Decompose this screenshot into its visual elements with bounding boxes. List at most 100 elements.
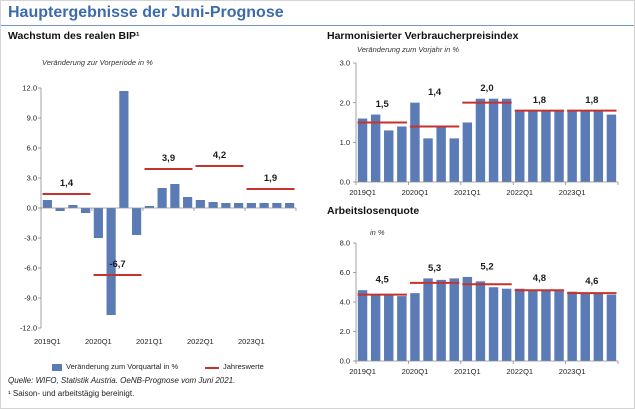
unemployment-annual-label: 5,2 <box>480 261 493 272</box>
gdp-bar <box>132 208 142 235</box>
unemployment-chart-title: Arbeitslosenquote <box>327 205 420 217</box>
gdp-chart-title: Wachstum des realen BIP¹ <box>8 30 140 42</box>
gdp-y-tick-label: -9.0 <box>24 294 37 303</box>
hicp-annual-label: 1,8 <box>533 95 546 106</box>
unemployment-chart-subtitle: in % <box>370 228 385 237</box>
gdp-bar <box>68 205 78 208</box>
unemployment-bar <box>462 276 473 361</box>
gdp-bar <box>208 202 218 208</box>
unemployment-bar <box>370 294 381 362</box>
gdp-x-tick-label: 2020Q1 <box>85 337 112 346</box>
gdp-bar <box>272 203 282 208</box>
unemployment-bar <box>384 294 394 362</box>
hicp-bar <box>449 138 459 182</box>
hicp-y-tick-label: 1.0 <box>340 138 350 147</box>
hicp-bar <box>410 102 420 182</box>
gdp-bar <box>234 203 244 208</box>
hicp-annual-label: 1,5 <box>376 99 390 110</box>
hicp-bar <box>593 110 604 182</box>
hicp-bar <box>397 126 407 182</box>
gdp-annual-label: 1,9 <box>264 173 277 184</box>
unemployment-bar <box>515 288 525 361</box>
page-title: Hauptergebnisse der Juni-Prognose <box>8 4 284 21</box>
gdp-bar <box>170 184 180 208</box>
hicp-bar <box>515 110 525 182</box>
hicp-annual-label: 1,8 <box>585 95 598 106</box>
gdp-bar <box>195 200 205 208</box>
unemployment-bar <box>580 293 590 361</box>
gdp-bar <box>221 203 231 208</box>
gdp-annual-label: 4,2 <box>213 150 226 161</box>
gdp-annual-label: -6,7 <box>109 259 125 270</box>
hicp-bar <box>370 114 381 182</box>
gdp-y-tick-label: 6.0 <box>27 144 37 153</box>
unemployment-bar <box>488 287 499 361</box>
unemployment-annual-label: 4,5 <box>376 275 390 286</box>
unemployment-bar <box>606 294 617 362</box>
unemployment-y-tick-label: 4.0 <box>340 298 350 307</box>
gdp-y-tick-label: 9.0 <box>27 114 37 123</box>
hicp-annual-label: 1,4 <box>428 87 442 98</box>
hicp-y-tick-label: 3.0 <box>340 59 350 68</box>
gdp-x-tick-label: 2022Q1 <box>187 337 214 346</box>
unemployment-bar <box>554 290 564 361</box>
hicp-x-tick-label: 2022Q1 <box>506 188 533 197</box>
unemployment-y-tick-label: 0.0 <box>340 357 350 366</box>
hicp-chart-title: Harmonisierter Verbraucherpreisindex <box>327 30 519 42</box>
gdp-x-tick-label: 2021Q1 <box>136 337 163 346</box>
gdp-x-tick-label: 2019Q1 <box>34 337 61 346</box>
hicp-bar <box>488 98 499 182</box>
gdp-y-tick-label: -6.0 <box>24 264 37 273</box>
hicp-bar <box>501 98 512 182</box>
legend-label-quarterly: Veränderung zum Vorquartal in % <box>66 362 179 371</box>
title-divider <box>0 25 635 26</box>
hicp-bar <box>423 138 433 182</box>
hicp-bar <box>580 110 590 182</box>
gdp-bar <box>246 203 256 208</box>
gdp-chart: 12.0 9.0 6.0 3.0 0.0 -3.0 -6.0 -9.0 -12.0 2019Q1 2… <box>20 84 297 346</box>
gdp-y-tick-label: -12.0 <box>20 324 37 333</box>
gdp-bar <box>119 91 129 208</box>
gdp-annual-label: 1,4 <box>60 178 74 189</box>
unemployment-bar <box>541 290 551 361</box>
hicp-y-tick-label: 2.0 <box>340 98 350 107</box>
unemployment-annual-label: 5,3 <box>428 263 441 274</box>
hicp-bar <box>357 118 368 182</box>
unemployment-bar <box>475 281 486 361</box>
gdp-bar <box>42 200 52 208</box>
gdp-y-tick-label: 3.0 <box>27 174 37 183</box>
legend-swatch-line <box>205 366 219 369</box>
unemployment-x-tick-label: 2021Q1 <box>454 367 481 376</box>
gdp-bar <box>157 188 167 208</box>
hicp-bar <box>436 126 446 182</box>
unemployment-bar <box>567 291 577 361</box>
unemployment-x-tick-label: 2022Q1 <box>506 367 533 376</box>
unemployment-bar <box>501 288 512 361</box>
unemployment-bar <box>397 296 407 361</box>
gdp-bar <box>285 203 295 208</box>
unemployment-y-tick-label: 8.0 <box>340 239 350 248</box>
unemployment-bar <box>423 278 433 361</box>
hicp-bar <box>384 130 394 182</box>
unemployment-bar <box>436 279 446 362</box>
unemployment-x-tick-label: 2023Q1 <box>559 367 586 376</box>
unemployment-annual-label: 4,8 <box>533 273 546 284</box>
gdp-bar <box>55 208 65 211</box>
gdp-y-tick-label: 0.0 <box>27 204 37 213</box>
gdp-x-tick-label: 2023Q1 <box>238 337 265 346</box>
gdp-y-tick-label: 12.0 <box>22 84 37 93</box>
gdp-bar <box>144 206 154 208</box>
gdp-chart-subtitle: Veränderung zur Vorperiode in % <box>42 58 153 67</box>
unemployment-bar <box>528 290 538 361</box>
unemployment-bar <box>593 293 604 361</box>
hicp-bar <box>567 110 577 182</box>
unemployment-bar <box>449 278 459 361</box>
hicp-x-tick-label: 2020Q1 <box>402 188 429 197</box>
legend-swatch-bar <box>52 364 62 371</box>
hicp-bar <box>475 98 486 182</box>
gdp-bar <box>106 208 116 315</box>
gdp-y-tick-label: -3.0 <box>24 234 37 243</box>
